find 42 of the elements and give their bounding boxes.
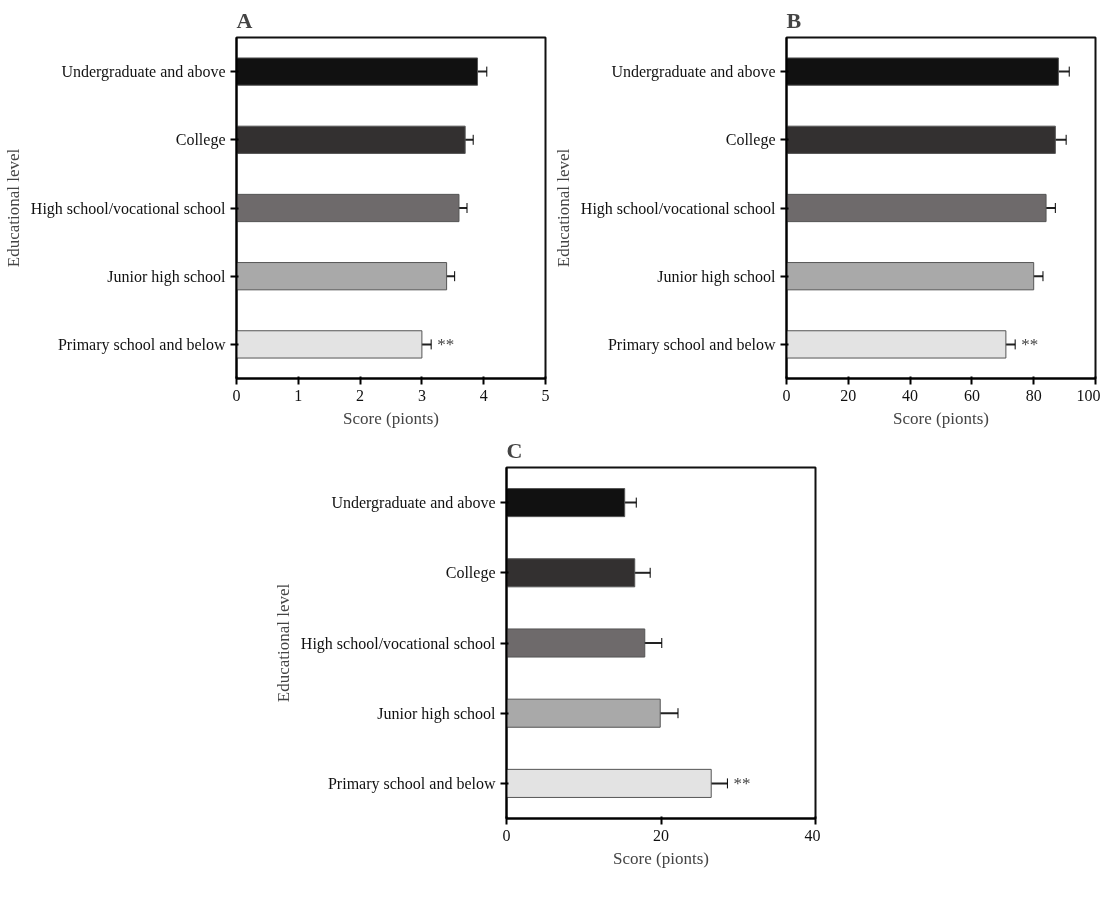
x-axis-title: Score (pionts) [343,408,439,428]
x-tick-label: 40 [804,826,821,844]
y-tick-label: Undergraduate and above [61,63,226,82]
chart-title: A [236,7,253,33]
x-tick-label: 0 [232,386,241,404]
y-tick-label: Undergraduate and above [331,494,496,513]
annotation: ** [733,773,751,793]
x-tick-label: 20 [653,826,669,844]
y-tick-label: Primary school and below [57,335,226,354]
y-tick-label: High school/vocational school [580,199,777,218]
y-tick-label: Junior high school [377,704,497,723]
x-tick-label: 60 [963,386,980,404]
x-tick-label: 100 [1076,386,1101,404]
y-tick-label: College [725,131,776,150]
y-tick-label: College [175,131,226,150]
x-tick-label: 20 [840,386,857,404]
x-tick-label: 0 [782,386,791,404]
y-axis-title: Educational level [273,583,293,703]
x-tick-label: 2 [356,386,365,404]
annotation: ** [437,334,455,354]
y-tick-label: High school/vocational school [300,634,497,653]
y-tick-label: High school/vocational school [30,199,227,218]
y-axis-title: Educational level [553,148,573,268]
y-tick-label: Junior high school [657,267,777,286]
x-tick-label: 0 [502,826,511,844]
x-tick-label: 4 [479,386,488,404]
y-tick-label: College [445,564,496,583]
x-tick-label: 3 [417,386,426,404]
y-tick-label: Undergraduate and above [611,63,776,82]
x-tick-label: 5 [541,386,550,404]
y-tick-label: Primary school and below [607,335,776,354]
y-tick-label: Primary school and below [327,774,496,793]
annotation: ** [1021,334,1039,354]
y-tick-label: Junior high school [107,267,227,286]
x-tick-label: 80 [1025,386,1042,404]
x-axis-title: Score (pionts) [893,408,989,428]
chart-title: C [506,437,523,463]
x-tick-label: 1 [294,386,303,404]
y-axis-title: Educational level [3,148,23,268]
chart-title: B [786,7,802,33]
x-axis-title: Score (pionts) [613,848,709,868]
x-tick-label: 40 [902,386,919,404]
